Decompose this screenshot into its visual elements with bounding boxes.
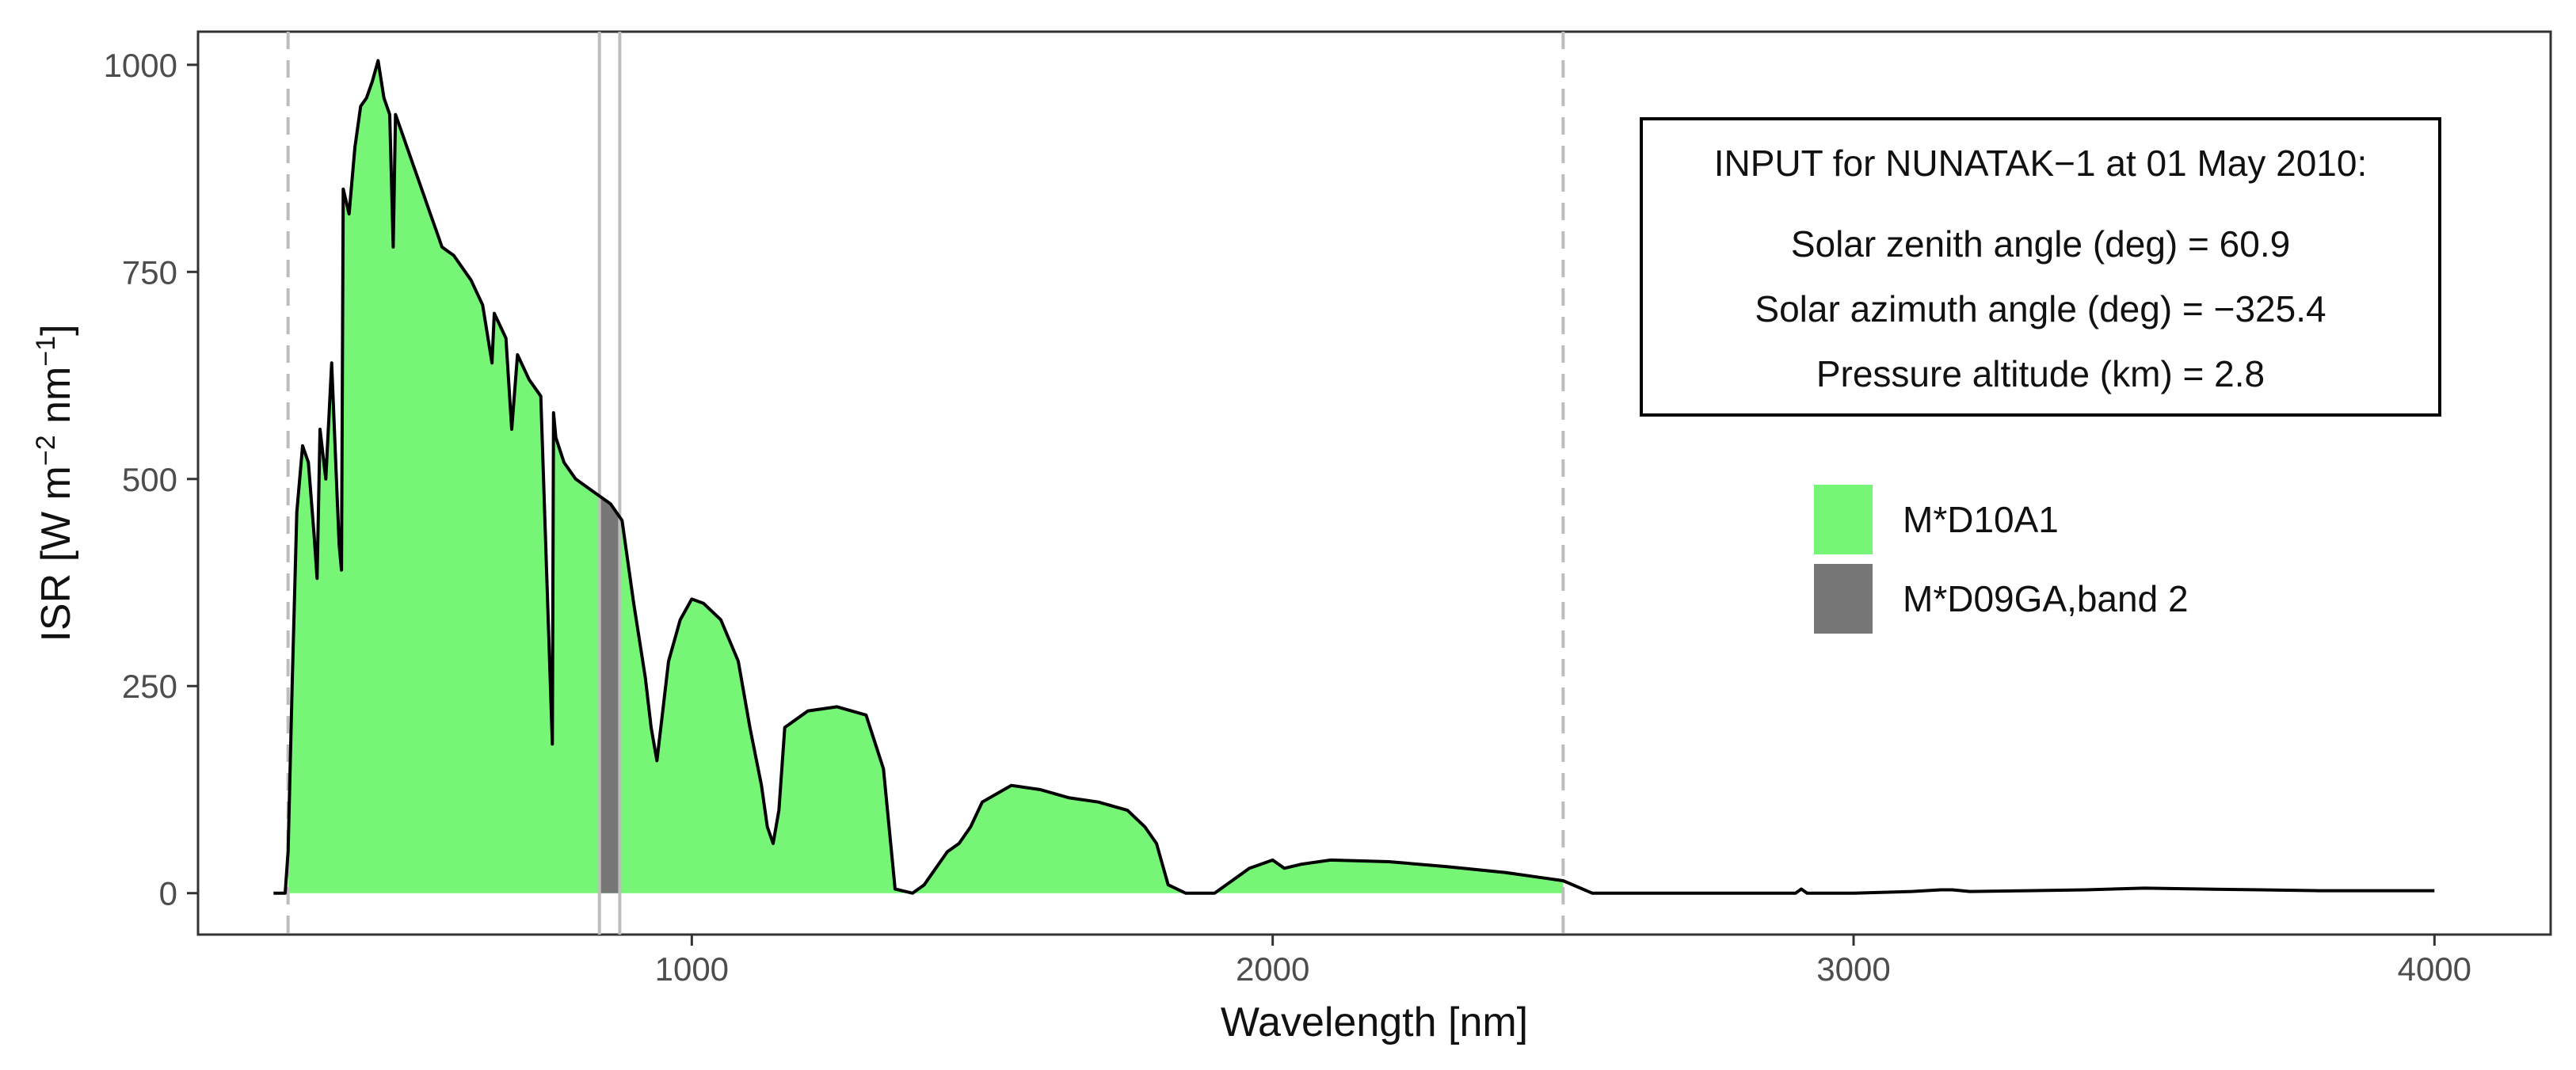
annotation-box: INPUT for NUNATAK−1 at 01 May 2010: Sola… bbox=[1640, 117, 2441, 417]
annotation-frame bbox=[1640, 117, 2441, 417]
legend-key-md10a1 bbox=[1814, 485, 1873, 554]
y-axis-label: ISR [W m−2 nm−1] bbox=[31, 324, 79, 642]
y-tick-label-250: 250 bbox=[122, 668, 177, 705]
shaded-area-md09ga-band2 bbox=[599, 496, 620, 893]
x-tick-label-1000: 1000 bbox=[655, 950, 729, 988]
annotation-title: INPUT for NUNATAK−1 at 01 May 2010: bbox=[1714, 143, 2368, 184]
y-axis-label-exp1: −2 bbox=[31, 435, 61, 466]
x-tick-label-3000: 3000 bbox=[1816, 950, 1890, 988]
annotation-line-altitude: Pressure altitude (km) = 2.8 bbox=[1816, 353, 2265, 394]
annotation-line-zenith: Solar zenith angle (deg) = 60.9 bbox=[1791, 223, 2290, 265]
annotation-line-azimuth: Solar azimuth angle (deg) = −325.4 bbox=[1755, 288, 2326, 329]
x-axis: 1000 2000 3000 4000 bbox=[655, 935, 2471, 988]
y-axis-label-mid: nm bbox=[33, 367, 79, 436]
y-tick-label-500: 500 bbox=[122, 461, 177, 498]
y-axis-label-suffix: ] bbox=[33, 324, 79, 335]
y-axis: 0 250 500 750 1000 bbox=[104, 47, 198, 912]
series-lines bbox=[273, 59, 2435, 895]
x-axis-label: Wavelength [nm] bbox=[1221, 1000, 1528, 1045]
y-tick-label-750: 750 bbox=[122, 253, 177, 291]
reference-lines bbox=[286, 32, 1565, 935]
legend-label-md09ga: M*D09GA,band 2 bbox=[1903, 578, 2189, 619]
y-tick-label-0: 0 bbox=[159, 875, 177, 912]
y-tick-label-1000: 1000 bbox=[104, 47, 177, 84]
legend-label-md10a1: M*D10A1 bbox=[1903, 499, 2059, 540]
y-axis-label-exp2: −1 bbox=[31, 336, 61, 367]
shaded-areas bbox=[288, 60, 1564, 893]
y-axis-label-prefix: ISR [W m bbox=[33, 466, 79, 642]
x-tick-label-2000: 2000 bbox=[1236, 950, 1309, 988]
legend: M*D10A1 M*D09GA,band 2 bbox=[1814, 485, 2189, 634]
legend-key-md09ga bbox=[1814, 564, 1873, 634]
isr-spectrum-line bbox=[273, 59, 2435, 895]
x-tick-label-4000: 4000 bbox=[2398, 950, 2471, 988]
